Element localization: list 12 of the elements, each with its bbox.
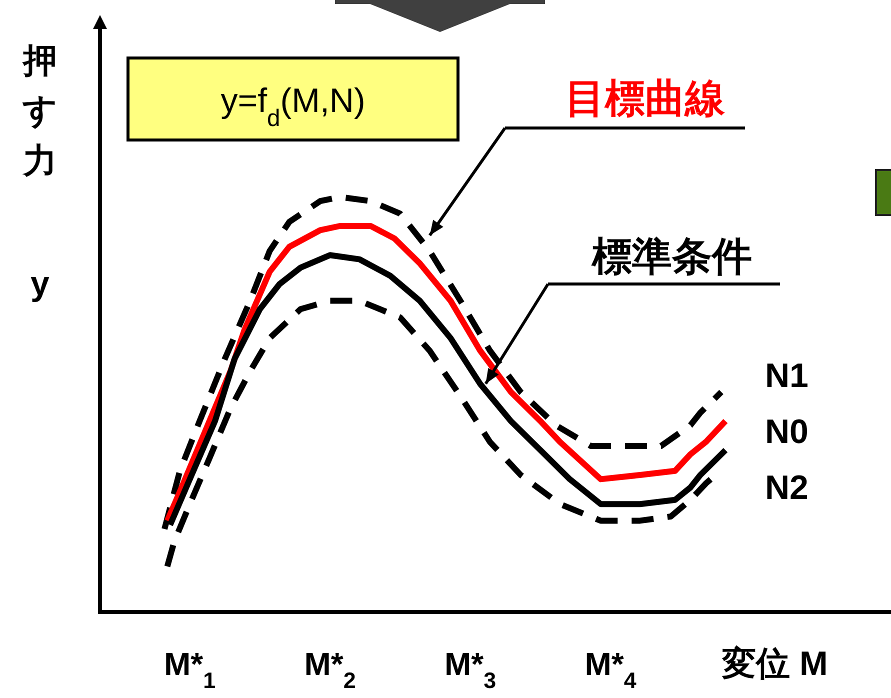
x-tick-label: M*$_{3}$ bbox=[444, 646, 496, 692]
x-tick-label: M*$_{1}$ bbox=[164, 646, 216, 692]
text: 目標曲線 bbox=[565, 77, 726, 121]
series-label: N1 bbox=[765, 357, 808, 396]
text: 押す力 y bbox=[22, 42, 58, 303]
series-label: N2 bbox=[765, 469, 808, 508]
x-tick-label: M*$_{2}$ bbox=[304, 646, 356, 692]
series-label: N0 bbox=[765, 413, 808, 452]
text: y=f$_{d}$(M,N) bbox=[220, 82, 366, 132]
x-axis-title: 変位 M bbox=[721, 645, 828, 683]
annotation: 標準条件 bbox=[591, 235, 752, 279]
x-tick-label: M*$_{4}$ bbox=[584, 646, 637, 692]
